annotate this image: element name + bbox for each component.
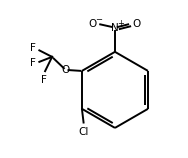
- Text: N: N: [111, 23, 119, 33]
- Text: O: O: [88, 19, 96, 29]
- Text: F: F: [30, 43, 36, 53]
- Text: +: +: [117, 19, 124, 28]
- Text: O: O: [132, 19, 140, 29]
- Text: −: −: [96, 15, 103, 24]
- Text: O: O: [62, 65, 70, 75]
- Text: F: F: [30, 58, 36, 68]
- Text: F: F: [41, 75, 47, 85]
- Text: Cl: Cl: [78, 127, 89, 137]
